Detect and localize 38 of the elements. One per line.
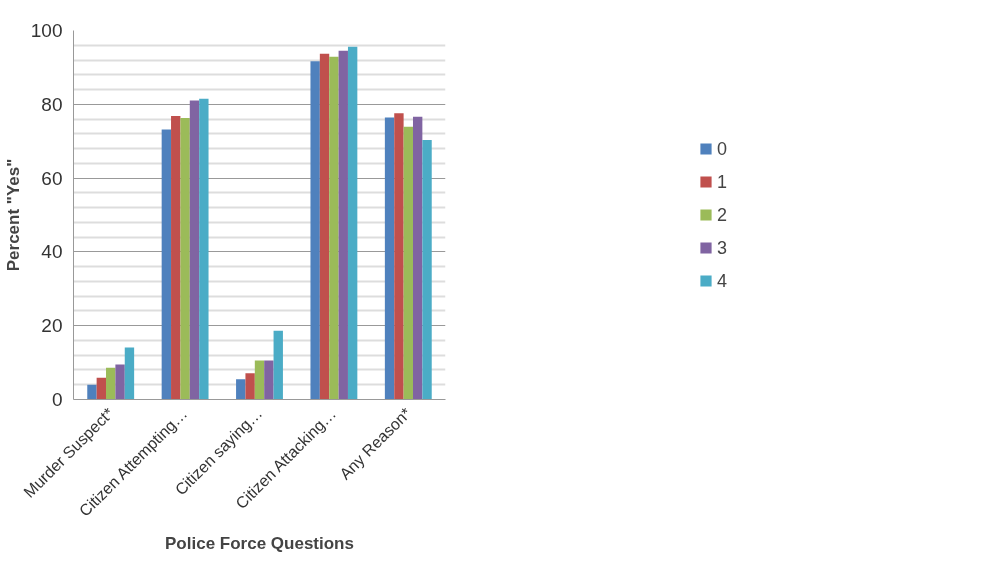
bar	[412, 116, 423, 400]
bar	[236, 379, 246, 400]
bar	[161, 129, 172, 400]
bar	[254, 360, 265, 400]
bar	[171, 116, 181, 400]
y-axis-title: Percent "Yes"	[3, 158, 23, 272]
y-tick-label: 40	[41, 241, 63, 263]
bar	[273, 330, 283, 400]
bar	[96, 377, 107, 400]
x-axis-title: Police Force Questions	[165, 533, 354, 553]
y-tick-label: 0	[51, 389, 63, 410]
bar	[180, 117, 190, 400]
bar	[384, 117, 395, 400]
y-tick-label: 20	[41, 315, 63, 337]
y-tick-label: 60	[41, 167, 63, 189]
bar	[199, 98, 209, 400]
bar	[329, 56, 339, 400]
bar	[310, 61, 320, 400]
bar	[319, 53, 330, 400]
bar	[124, 347, 135, 400]
bar	[106, 367, 116, 400]
bar	[115, 364, 125, 400]
legend-label: 0	[717, 138, 728, 159]
legend-label: 1	[717, 171, 728, 192]
legend-label: 3	[717, 237, 728, 258]
y-tick-label: 80	[41, 93, 63, 115]
bar	[422, 140, 432, 400]
bar	[189, 100, 200, 400]
y-tick-label: 100	[30, 20, 63, 41]
bar	[347, 46, 358, 400]
bar	[338, 50, 348, 400]
bar	[403, 126, 413, 400]
bar	[245, 373, 255, 400]
bar	[87, 384, 97, 400]
bar	[264, 360, 274, 400]
legend-label: 2	[717, 204, 728, 225]
legend-label: 4	[717, 270, 728, 291]
bar	[394, 113, 404, 400]
